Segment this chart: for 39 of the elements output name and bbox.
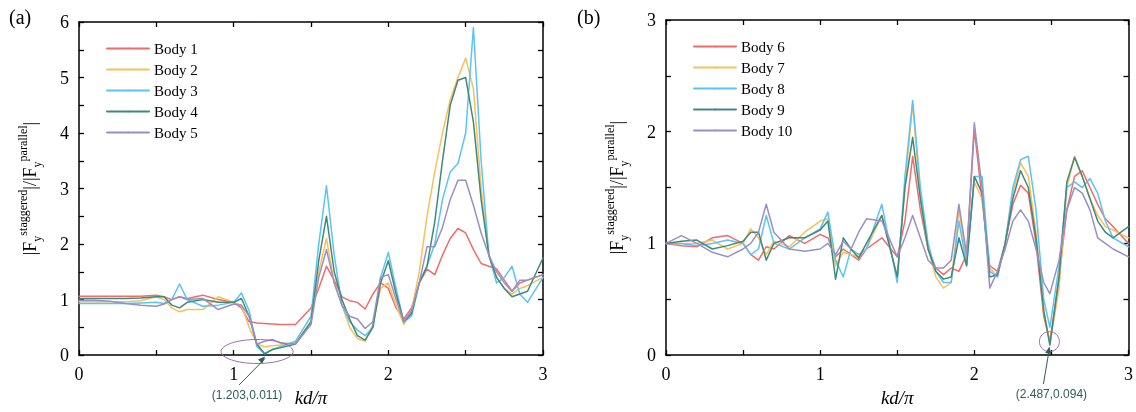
line-series [78, 179, 544, 345]
legend-label: Body 8 [741, 80, 785, 97]
legend-label: Body 6 [741, 38, 786, 55]
legend-label: Body 10 [741, 122, 793, 139]
annotation: (1.203,0.011) [211, 388, 283, 402]
legend-label: Body 9 [741, 101, 785, 118]
x-tick-label: 0 [74, 364, 84, 385]
legend-label: Body 7 [741, 59, 786, 76]
y-tick-label: 4 [60, 123, 69, 144]
legend-label: Body 5 [154, 124, 198, 141]
y-axis-title: |Fystaggered|/|Fyparallel| [603, 120, 631, 255]
y-tick-label: 3 [60, 178, 69, 199]
x-tick-label: 2 [383, 364, 393, 385]
y-tick-label: 0 [647, 345, 656, 366]
y-tick-label: 5 [60, 67, 69, 88]
line-series [665, 122, 1130, 295]
x-tick-label: 1 [815, 364, 825, 385]
legend-label: Body 2 [154, 61, 198, 78]
chart-title: (b) [577, 6, 601, 29]
legend-label: Body 3 [154, 82, 198, 99]
x-tick-label: 3 [1124, 364, 1133, 385]
chart-title: (a) [9, 6, 32, 29]
annotation: (2.487,0.094) [1015, 387, 1088, 401]
y-tick-label: 3 [647, 10, 656, 30]
y-tick-label: 6 [60, 12, 69, 32]
y-tick-label: 2 [60, 234, 69, 255]
x-tick-label: 2 [969, 364, 979, 385]
y-axis-title: |Fystaggered|/|Fyparallel| [16, 121, 44, 256]
y-tick-label: 0 [60, 345, 69, 366]
y-tick-label: 1 [60, 289, 69, 310]
y-tick-label: 1 [647, 233, 656, 254]
x-axis-title: kd/π [880, 387, 915, 408]
legend-label: Body 4 [154, 103, 199, 120]
x-axis-title: kd/π [294, 387, 328, 408]
x-tick-label: 0 [661, 364, 671, 385]
x-tick-label: 1 [229, 364, 239, 385]
y-tick-label: 2 [647, 121, 656, 142]
legend-label: Body 1 [154, 40, 198, 57]
x-tick-label: 3 [538, 364, 548, 385]
